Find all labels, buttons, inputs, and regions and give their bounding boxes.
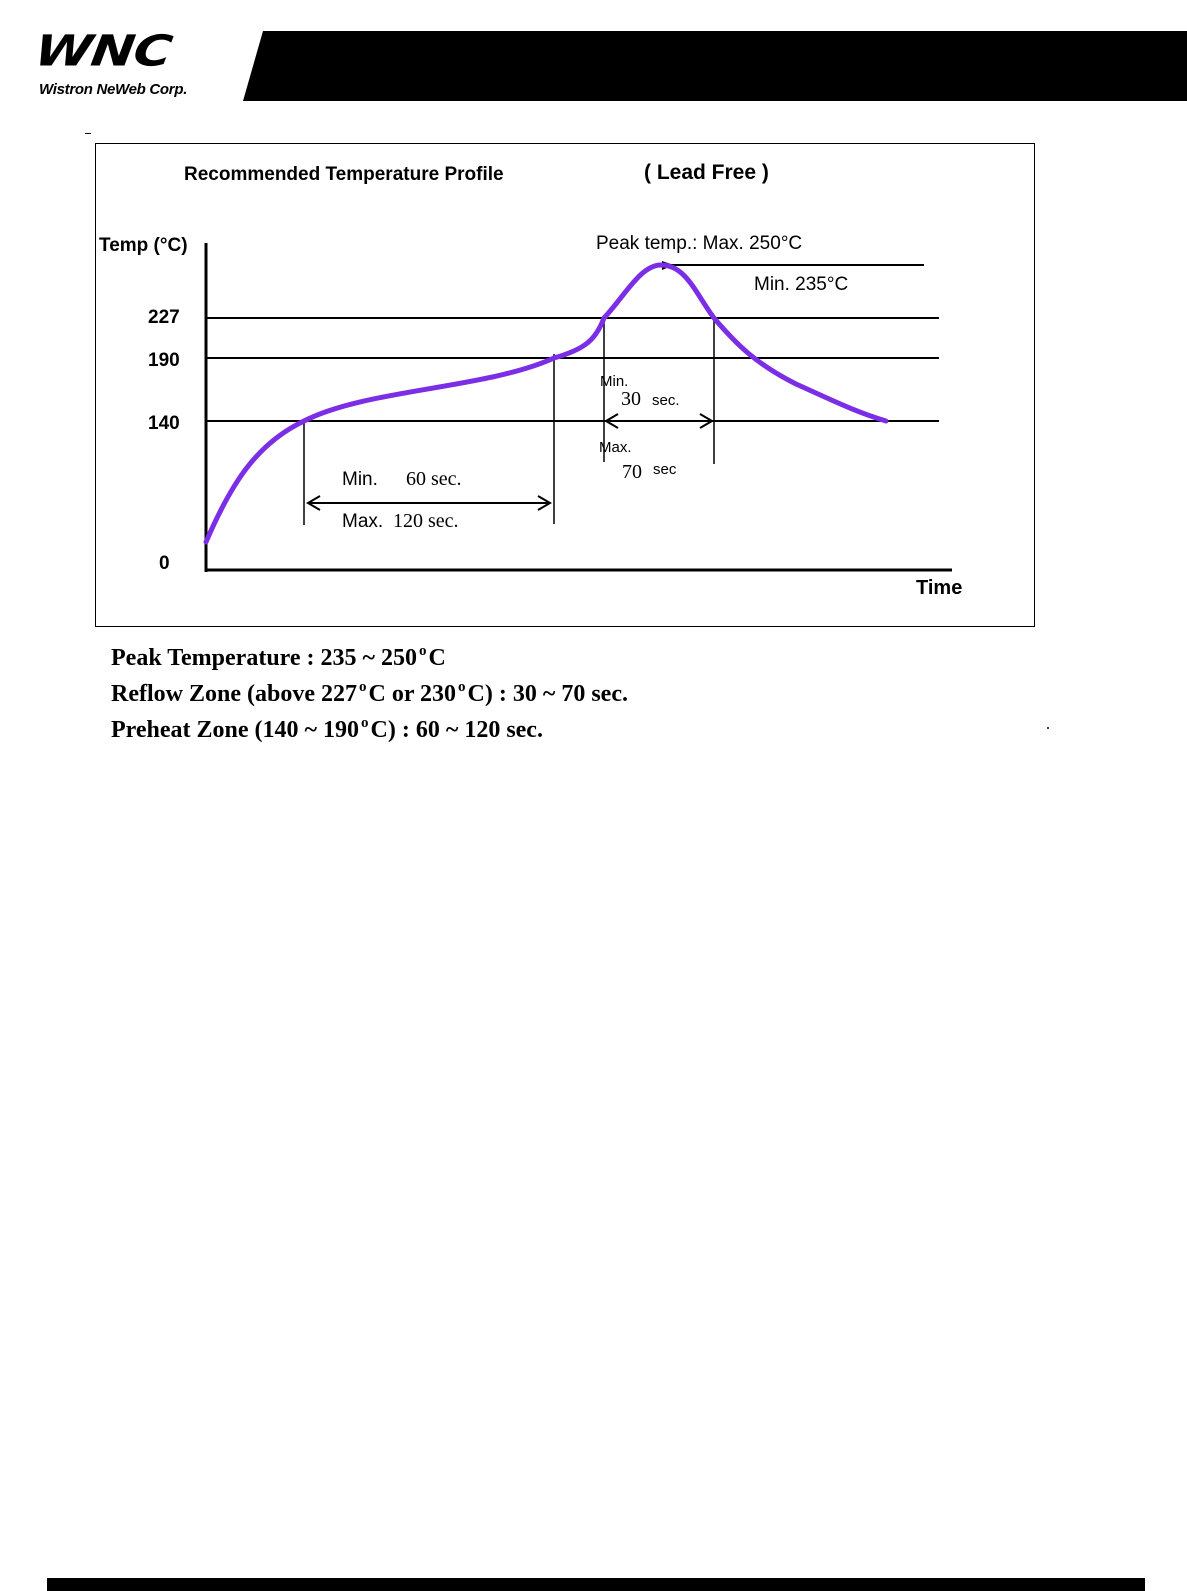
peak-temp-label: Peak temp.: Max. 250°C xyxy=(596,233,802,254)
note-reflow-degree-2: o xyxy=(458,679,466,695)
chart-subtitle: ( Lead Free ) xyxy=(644,161,769,184)
tick-label-190: 190 xyxy=(148,350,180,371)
peak-min-label: Min. 235°C xyxy=(754,274,848,295)
scan-dot xyxy=(1047,727,1049,729)
note-preheat-part2: C) : 60 ~ 120 sec. xyxy=(370,717,543,743)
reflow-max-label: Max. xyxy=(599,439,632,456)
reflow-arrow-left-head xyxy=(604,413,619,429)
note-preheat-zone: Preheat Zone (140 ~ 190 oC) : 60 ~ 120 se… xyxy=(111,709,628,745)
preheat-arrow-right-head xyxy=(537,495,552,511)
reflow-notes: Peak Temperature : 235 ~ 250 oC Reflow Zo… xyxy=(111,637,628,745)
note-preheat-degree: o xyxy=(361,715,369,731)
reflow-min-label: Min. xyxy=(600,373,628,390)
chart-svg: Recommended Temperature Profile ( Lead F… xyxy=(99,161,962,599)
y-axis-label: Temp (°C) xyxy=(99,235,188,256)
chart-title: Recommended Temperature Profile xyxy=(184,164,504,185)
note-peak-unit: C xyxy=(428,645,446,671)
reflow-max-unit: sec xyxy=(653,461,677,478)
temperature-profile-curve xyxy=(203,262,889,545)
note-preheat-part1: Preheat Zone (140 ~ 190 xyxy=(111,717,360,743)
x-axis-label: Time xyxy=(916,577,962,599)
note-reflow-degree-1: o xyxy=(358,679,367,695)
preheat-min-value: 60 sec. xyxy=(406,468,462,490)
company-name: Wistron NeWeb Corp. xyxy=(39,81,188,98)
preheat-arrow-left-head xyxy=(306,495,321,511)
reflow-min-value: 30 xyxy=(621,388,641,410)
tick-label-0: 0 xyxy=(159,553,170,574)
footer-bar xyxy=(47,1578,1145,1591)
temperature-profile-chart: Recommended Temperature Profile ( Lead F… xyxy=(95,143,1035,627)
reflow-max-value: 70 xyxy=(622,461,642,483)
reflow-arrow-right-head xyxy=(699,413,714,429)
tick-label-140: 140 xyxy=(148,413,180,434)
preheat-max-label: Max. xyxy=(342,511,383,532)
scan-mark xyxy=(85,133,91,134)
note-reflow-zone: Reflow Zone (above 227 oC or 230 oC) : 30 … xyxy=(111,673,628,709)
note-peak-temperature: Peak Temperature : 235 ~ 250 oC xyxy=(111,637,628,673)
note-peak-text: Peak Temperature : 235 ~ 250 xyxy=(111,645,418,671)
company-logo: WNC xyxy=(31,26,175,76)
note-reflow-part2: C or 230 xyxy=(368,681,457,707)
preheat-max-value: 120 sec. xyxy=(393,510,459,532)
note-reflow-part1: Reflow Zone (above 227 xyxy=(111,681,357,707)
preheat-min-label: Min. xyxy=(342,469,378,490)
note-peak-degree: o xyxy=(419,643,427,659)
note-reflow-part3: C) : 30 ~ 70 sec. xyxy=(467,681,628,707)
header-banner xyxy=(243,31,1187,101)
tick-label-227: 227 xyxy=(148,307,180,328)
page-header: WNC Wistron NeWeb Corp. xyxy=(0,0,1187,110)
reflow-min-unit: sec. xyxy=(652,392,680,409)
